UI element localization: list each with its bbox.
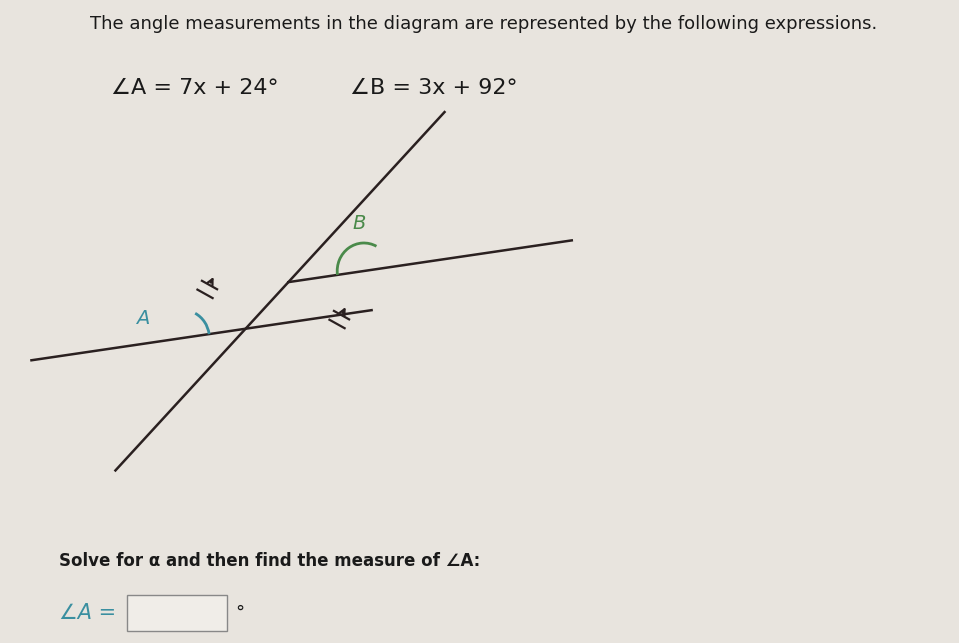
- Text: ∠B = 3x + 92°: ∠B = 3x + 92°: [350, 78, 517, 98]
- Text: B: B: [353, 214, 365, 233]
- Text: The angle measurements in the diagram are represented by the following expressio: The angle measurements in the diagram ar…: [89, 15, 877, 33]
- Text: ∠A = 7x + 24°: ∠A = 7x + 24°: [111, 78, 279, 98]
- Text: °: °: [235, 604, 245, 622]
- Text: A: A: [136, 309, 150, 328]
- Text: Solve for α and then find the measure of ∠A:: Solve for α and then find the measure of…: [58, 552, 480, 570]
- Text: ∠A =: ∠A =: [58, 603, 116, 623]
- Bar: [128, 595, 227, 631]
